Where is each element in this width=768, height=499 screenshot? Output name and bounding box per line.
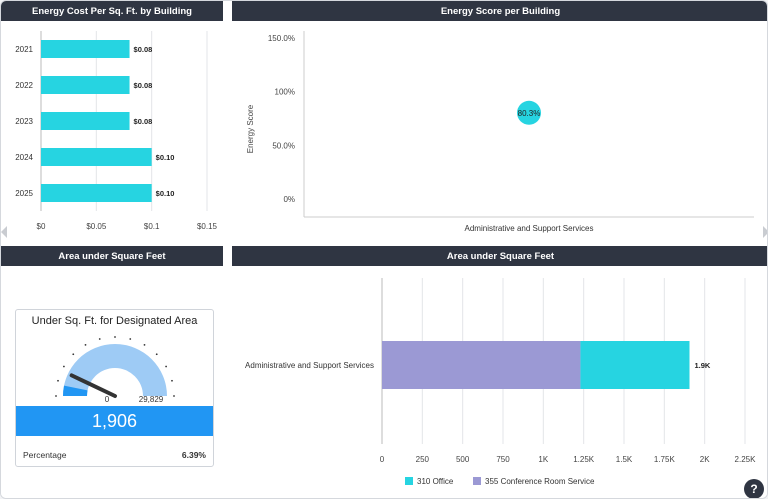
gauge-needle (69, 373, 117, 398)
category-label: Administrative and Support Services (465, 224, 594, 233)
legend-label: 355 Conference Room Service (485, 477, 595, 486)
x-tick-label: $0.15 (197, 222, 218, 231)
x-tick-label: 500 (456, 455, 470, 464)
x-tick-label: 1.75K (654, 455, 676, 464)
x-tick-label: 750 (496, 455, 510, 464)
gauge-max-label: 29,829 (139, 395, 164, 404)
energy-cost-panel: Energy Cost Per Sq. Ft. by Building $0 $0… (1, 1, 223, 241)
bar (41, 112, 130, 130)
gauge-footer: Percentage 6.39% (23, 450, 206, 462)
legend-label: 310 Office (417, 477, 454, 486)
gauge-tick (129, 338, 132, 340)
energy-score-panel: Energy Score per Building 0% 50.0% 100% 150… (232, 1, 767, 241)
gauge-title: Under Sq. Ft. for Designated Area (31, 315, 198, 327)
x-tick-label: 2K (700, 455, 710, 464)
panel-title: Area under Square Feet (232, 246, 767, 266)
x-tick-label: 2.25K (735, 455, 757, 464)
total-label: 1.9K (695, 361, 711, 370)
category-label: Administrative and Support Services (245, 361, 374, 370)
help-button[interactable]: ? (744, 479, 764, 498)
gauge-footer-label: Percentage (23, 450, 67, 460)
scroll-left-arrow[interactable] (1, 226, 7, 238)
x-tick-label: $0.1 (144, 222, 160, 231)
bar (41, 76, 130, 94)
x-tick-label: 1.5K (616, 455, 633, 464)
area-stacked-chart: 0 250 500 750 1K 1.25K 1.5K 1.75K 2K 2.25K Adminis… (245, 278, 757, 486)
gauge-tick (63, 365, 65, 368)
bar (41, 184, 152, 202)
x-tick-label: 1.25K (573, 455, 595, 464)
gauge-tick (98, 338, 101, 340)
data-label: $0.08 (134, 117, 153, 126)
panel-title: Area under Square Feet (1, 246, 223, 266)
bubble (517, 100, 541, 125)
bar-segment (382, 341, 581, 389)
gauge-tick (114, 336, 116, 338)
x-tick-label: $0.05 (86, 222, 107, 231)
category-label: 2021 (15, 45, 33, 54)
data-label: $0.08 (134, 45, 153, 54)
x-tick-label: $0 (37, 222, 46, 231)
category-label: 2024 (15, 153, 33, 162)
area-bar-panel: Area under Square Feet 0 250 500 750 1K 1.25K… (232, 246, 767, 498)
category-label: 2023 (15, 117, 33, 126)
data-label: 80.3% (518, 109, 541, 118)
gauge-dial: 0 29,829 (55, 336, 175, 404)
gauge-tick (155, 353, 158, 356)
data-label: $0.08 (134, 81, 153, 90)
data-label: $0.10 (156, 153, 175, 162)
gauge-tick (72, 353, 75, 356)
bar (41, 148, 152, 166)
x-tick-label: 0 (380, 455, 385, 464)
bar (41, 40, 130, 58)
data-label: $0.10 (156, 189, 175, 198)
category-label: 2022 (15, 81, 33, 90)
energy-cost-chart: $0 $0.05 $0.1 $0.15 2021 $0.08 2022 $0.08 2023 $0… (15, 31, 218, 231)
gauge-fill (63, 385, 88, 396)
legend-swatch (405, 477, 413, 485)
bar-segment (580, 341, 690, 389)
gauge-min-label: 0 (105, 395, 110, 404)
gauge-tick (55, 395, 57, 397)
gauge-track (63, 344, 167, 396)
category-label: 2025 (15, 189, 33, 198)
legend-swatch (473, 477, 481, 485)
gauge-tick (171, 379, 173, 382)
panel-title: Energy Score per Building (232, 1, 767, 21)
gauge-card: Under Sq. Ft. for Designated Area 0 29,82… (15, 309, 214, 467)
gauge-footer-value: 6.39% (181, 450, 206, 460)
x-tick-label: 1K (538, 455, 548, 464)
x-tick-label: 250 (416, 455, 430, 464)
scroll-right-arrow[interactable] (763, 226, 767, 238)
y-tick-label: 50.0% (272, 141, 295, 150)
y-tick-label: 100% (275, 88, 295, 97)
panel-title: Energy Cost Per Sq. Ft. by Building (1, 1, 223, 21)
gauge-tick (84, 344, 87, 346)
energy-score-chart: 0% 50.0% 100% 150.0% Energy Score Administrat… (246, 31, 754, 233)
gauge-tick (143, 344, 146, 346)
y-tick-label: 0% (283, 195, 295, 204)
gauge-tick (165, 365, 167, 368)
gauge-tick (57, 379, 59, 382)
y-tick-label: 150.0% (268, 34, 295, 43)
y-axis-label: Energy Score (246, 104, 255, 153)
gauge-value: 1,906 (16, 406, 213, 436)
gauge-tick (173, 395, 175, 397)
